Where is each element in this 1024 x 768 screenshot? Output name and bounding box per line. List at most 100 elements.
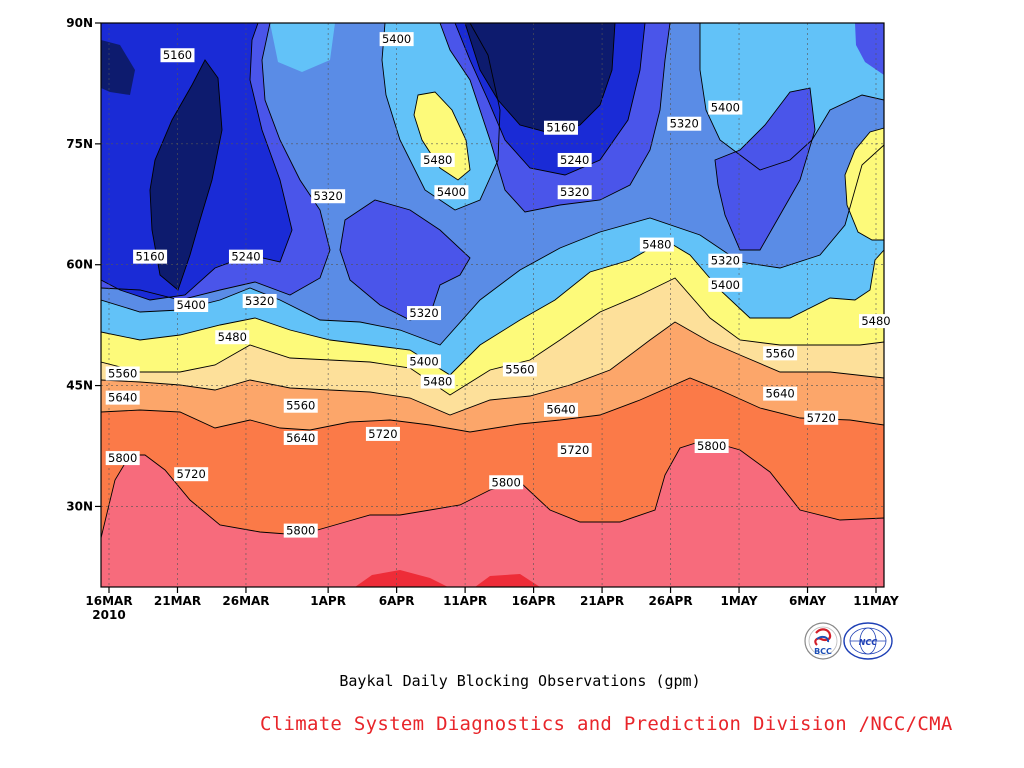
- band-below-5160-b: [150, 60, 222, 290]
- x-year-label: 2010: [92, 608, 125, 622]
- contour-label-text: 5320: [670, 117, 699, 131]
- contour-label-text: 5800: [492, 475, 521, 489]
- contour-label: 5480: [420, 152, 455, 167]
- contour-label-box: [228, 249, 263, 264]
- plot-frame: [100, 22, 885, 588]
- x-tick-label: 6APR: [379, 594, 415, 608]
- contour-label-text: 5160: [135, 250, 164, 264]
- contour-label: 5160: [133, 250, 168, 264]
- x-tick-label: 1APR: [310, 594, 346, 608]
- grid-lines: [101, 23, 884, 587]
- contour-line-core-b: [149, 59, 223, 291]
- contour-label-text: 5640: [286, 431, 315, 445]
- x-tick-label: 11MAY: [853, 594, 899, 608]
- y-tick-label: 45N: [66, 379, 93, 393]
- contour-label-box: [420, 152, 455, 167]
- contour-label: 5560: [105, 366, 140, 381]
- contour-label-box: [543, 402, 578, 417]
- contour-label: 5800: [105, 451, 140, 466]
- contour-label-text: 5320: [314, 189, 343, 203]
- contour-label-text: 5800: [108, 451, 137, 465]
- x-tick-label: 11APR: [443, 594, 487, 608]
- contour-label-box: [105, 390, 140, 405]
- bcc-logo: BCC: [804, 622, 842, 660]
- band-above-5880-b: [475, 574, 540, 587]
- contour-label: 5560: [763, 346, 798, 361]
- contour-label: 5560: [283, 398, 318, 413]
- x-tick-label: 21MAR: [154, 594, 201, 608]
- y-tick-label: 90N: [66, 16, 93, 30]
- contour-label: 5800: [283, 523, 318, 538]
- contour-label-text: 5480: [423, 153, 452, 167]
- contour-label: 5640: [763, 386, 798, 401]
- contour-label-text: 5240: [560, 153, 589, 167]
- contour-line-5480: [101, 144, 884, 346]
- contour-label-box: [407, 354, 442, 369]
- contour-label: 5720: [804, 410, 839, 425]
- contour-fills: [101, 23, 884, 587]
- contour-label-text: 5400: [382, 32, 411, 46]
- x-tick-label: 26MAR: [222, 594, 269, 608]
- contour-label-box: [694, 439, 729, 453]
- band-below-5160-c: [465, 23, 615, 133]
- contour-label: 5400: [407, 354, 442, 369]
- contour-label: 5480: [215, 330, 250, 345]
- contour-label-box: [311, 189, 346, 204]
- contour-label-text: 5720: [560, 443, 589, 457]
- contour-label: 5400: [379, 32, 414, 47]
- contour-label: 5720: [557, 443, 592, 458]
- contour-label: 5320: [708, 253, 743, 268]
- y-axis: 30N 45N 60N 75N 90N: [66, 16, 101, 513]
- contour-line-island-right: [844, 127, 884, 241]
- contour-line-5400-topmid: [381, 23, 501, 211]
- band-below-5160-a: [101, 40, 135, 95]
- contour-label-box: [557, 152, 592, 167]
- band-5480-5560-island-right: [845, 128, 884, 240]
- x-tick-label: 16APR: [512, 594, 556, 608]
- contour-label: 5320: [557, 185, 592, 200]
- contour-label: 5160: [160, 48, 195, 63]
- contour-label: 5480: [859, 314, 893, 329]
- contour-label-box: [557, 443, 592, 458]
- contour-labels: 5160 5160 5240 5320 5400 5480 5560 5640 5800 5720…: [105, 32, 893, 538]
- contour-label-text: 5640: [108, 391, 137, 405]
- contour-label-box: [557, 185, 592, 200]
- contour-label: 5800: [694, 439, 729, 453]
- contour-label-text: 5720: [807, 411, 836, 425]
- contour-label: 5320: [407, 306, 442, 321]
- contour-line-5320-right: [714, 87, 816, 251]
- contour-label-box: [489, 475, 524, 490]
- contour-label: 5320: [311, 189, 346, 204]
- contour-label-text: 5560: [505, 362, 534, 376]
- contour-label: 5240: [228, 249, 263, 264]
- contour-label-text: 5720: [177, 467, 206, 481]
- contour-label-text: 5320: [409, 306, 438, 320]
- band-5400-5480-top-left: [270, 23, 335, 72]
- x-tick-label: 6MAY: [789, 594, 826, 608]
- contour-label-box: [763, 386, 798, 401]
- contour-label-text: 5320: [560, 185, 589, 199]
- contour-label-text: 5480: [218, 330, 247, 344]
- contour-label-box: [215, 330, 250, 345]
- contour-label-text: 5720: [368, 427, 397, 441]
- y-tick-label: 75N: [66, 137, 93, 151]
- contour-label-box: [174, 298, 209, 312]
- chart-caption: Baykal Daily Blocking Observations (gpm): [339, 672, 701, 690]
- contour-label-text: 5400: [177, 298, 206, 312]
- contour-label-box: [667, 116, 702, 131]
- contour-label: 5800: [489, 475, 524, 490]
- contour-label-text: 5160: [546, 121, 575, 135]
- contour-label: 5160: [543, 120, 578, 135]
- contour-label: 5720: [365, 426, 400, 441]
- contour-label: 5560: [502, 362, 537, 377]
- contour-line-5400-topright: [699, 23, 884, 171]
- contour-label-box: [708, 253, 743, 268]
- x-tick-label: 1MAY: [720, 594, 757, 608]
- contour-line-island-mid: [413, 91, 471, 181]
- contour-label-box: [160, 48, 195, 63]
- contour-label: 5480: [420, 374, 455, 389]
- contour-line-5720: [101, 321, 884, 416]
- contour-line-5560: [101, 239, 884, 376]
- contour-label-text: 5560: [108, 366, 137, 380]
